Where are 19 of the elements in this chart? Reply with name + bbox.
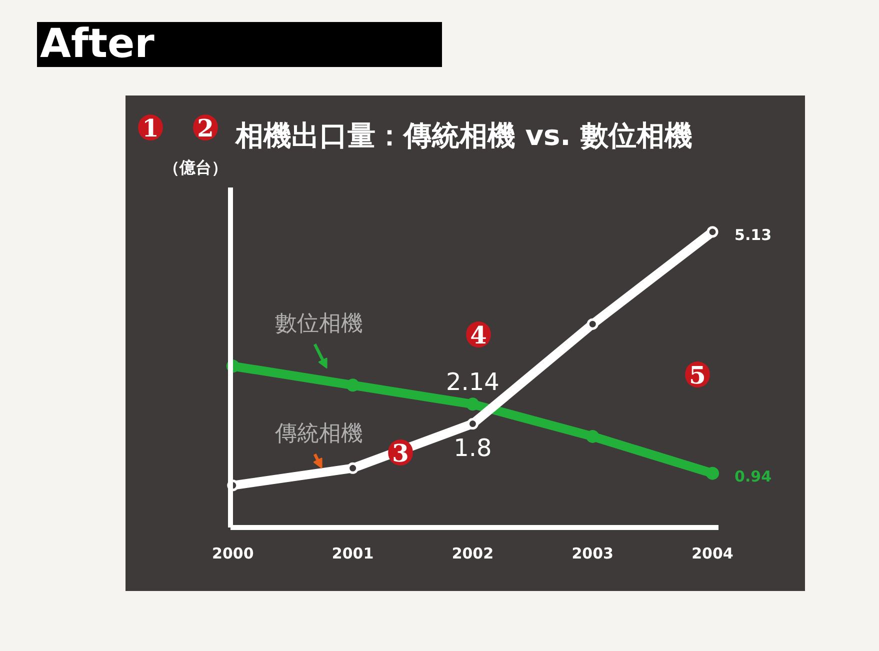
x-tick-label: 2003	[572, 544, 614, 562]
annotation: 4	[470, 320, 487, 350]
data-label: 0.94	[734, 467, 772, 486]
text: After	[40, 21, 154, 67]
annotation: 5	[689, 360, 706, 390]
annotation: 3	[392, 438, 409, 468]
data-label: 1.8	[454, 434, 492, 462]
text: 2	[197, 114, 214, 142]
x-tick-label: 2002	[452, 544, 494, 562]
series-label: 數位相機	[274, 312, 363, 337]
x-tick-label: 2004	[692, 544, 734, 562]
chart-title: 相機出口量：傳統相機 vs. 數位相機	[234, 119, 693, 152]
y-axis-title: （億台）	[164, 158, 228, 177]
data-label: 2.14	[446, 368, 500, 396]
data-label: 5.13	[734, 226, 772, 244]
text: 1	[142, 114, 159, 142]
x-tick-label: 2000	[212, 544, 254, 562]
series-label: 傳統相機	[274, 422, 363, 447]
x-tick-label: 2001	[332, 544, 374, 562]
